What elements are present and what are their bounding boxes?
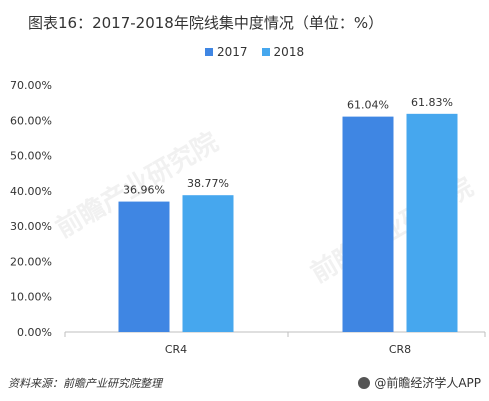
x-tick-label: CR4 xyxy=(165,343,187,356)
legend: 2017 2018 xyxy=(205,45,304,59)
brand-text: @前瞻经济学人APP xyxy=(374,376,481,390)
data-label: 61.83% xyxy=(411,96,453,109)
data-label: 38.77% xyxy=(187,177,229,190)
legend-item-2017: 2017 xyxy=(205,45,248,59)
y-tick-label: 20.00% xyxy=(10,255,52,268)
brand-logo-icon xyxy=(358,376,371,389)
legend-item-2018: 2018 xyxy=(261,45,305,59)
legend-label-2018: 2018 xyxy=(273,45,305,59)
bar-2018-CR8 xyxy=(406,113,458,332)
y-tick-label: 30.00% xyxy=(10,220,52,233)
y-tick-label: 0.00% xyxy=(17,326,52,339)
brand-mark: @前瞻经济学人APP xyxy=(358,374,481,391)
y-tick-label: 60.00% xyxy=(10,114,52,127)
bar-2018-CR4 xyxy=(182,195,234,332)
y-tick-label: 40.00% xyxy=(10,185,52,198)
y-tick-label: 10.00% xyxy=(10,291,52,304)
source-note: 资料来源：前瞻产业研究院整理 xyxy=(8,377,162,390)
bar-2017-CR8 xyxy=(342,116,394,332)
y-tick-label: 50.00% xyxy=(10,150,52,163)
legend-label-2017: 2017 xyxy=(217,45,248,59)
chart-title: 图表16：2017-2018年院线集中度情况（单位：%） xyxy=(28,14,384,32)
data-label: 36.96% xyxy=(123,184,165,197)
legend-swatch-2018 xyxy=(261,48,270,56)
legend-swatch-2017 xyxy=(205,48,213,56)
bar-2017-CR4 xyxy=(118,201,170,332)
x-tick-label: CR8 xyxy=(389,343,411,356)
y-tick-label: 70.00% xyxy=(10,79,52,92)
data-label: 61.04% xyxy=(347,99,389,112)
